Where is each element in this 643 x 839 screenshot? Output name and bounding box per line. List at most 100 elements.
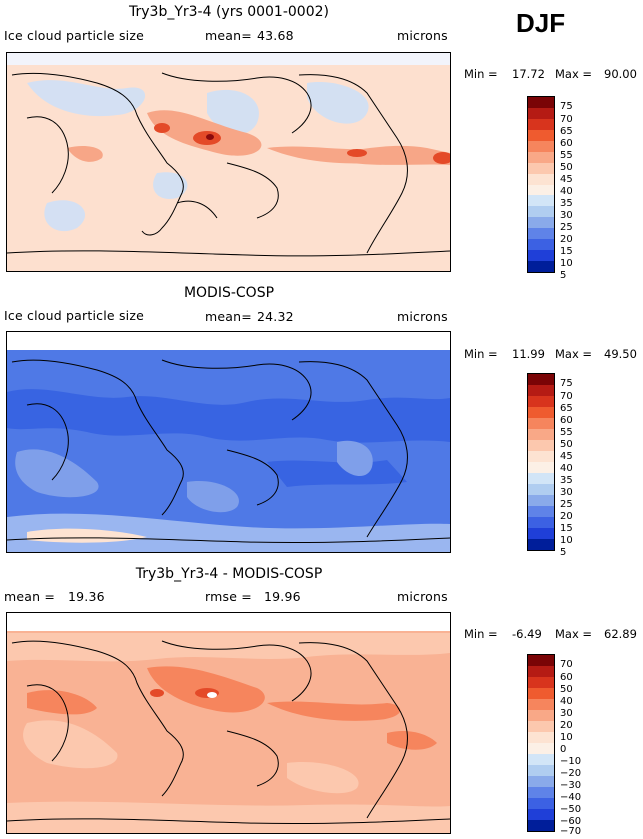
panel-3-colorbar bbox=[527, 654, 555, 832]
panel-2-variable-label: Ice cloud particle size bbox=[4, 308, 145, 323]
colorbar-swatch bbox=[528, 798, 554, 809]
colorbar-swatch bbox=[528, 655, 554, 666]
panel-3-cb-label: 60 bbox=[560, 672, 573, 683]
panel-3-rmse-label: rmse = bbox=[205, 589, 252, 604]
panel-1-cb-label: 20 bbox=[560, 234, 573, 245]
panel-2-min-label: Min = bbox=[464, 347, 498, 361]
panel-1-map bbox=[6, 52, 451, 272]
colorbar-swatch bbox=[528, 418, 554, 429]
panel-2-max-value: 49.50 bbox=[604, 347, 637, 361]
colorbar-swatch bbox=[528, 374, 554, 385]
panel-2-colorbar bbox=[527, 373, 555, 551]
colorbar-swatch bbox=[528, 765, 554, 776]
panel-2-cb-label: 15 bbox=[560, 523, 573, 534]
colorbar-swatch bbox=[528, 666, 554, 677]
panel-2-cb-label: 70 bbox=[560, 391, 573, 402]
panel-1-colorbar bbox=[527, 96, 555, 273]
panel-2-cb-label: 40 bbox=[560, 463, 573, 474]
panel-1-cb-label: 40 bbox=[560, 186, 573, 197]
colorbar-swatch bbox=[528, 462, 554, 473]
colorbar-swatch bbox=[528, 517, 554, 528]
colorbar-swatch bbox=[528, 743, 554, 754]
colorbar-swatch bbox=[528, 162, 554, 174]
colorbar-swatch bbox=[528, 440, 554, 451]
panel-1-cb-label: 35 bbox=[560, 198, 573, 209]
colorbar-swatch bbox=[528, 206, 554, 218]
panel-3-cb-label: 20 bbox=[560, 720, 573, 731]
panel-1-title: Try3b_Yr3-4 (yrs 0001-0002) bbox=[129, 4, 329, 20]
panel-3-cb-label: 0 bbox=[560, 744, 567, 755]
colorbar-swatch bbox=[528, 721, 554, 732]
panel-3-cb-label: −20 bbox=[560, 768, 582, 779]
colorbar-swatch bbox=[528, 396, 554, 407]
colorbar-swatch bbox=[528, 239, 554, 251]
colorbar-swatch bbox=[528, 539, 554, 550]
colorbar-swatch bbox=[528, 385, 554, 396]
panel-1-cb-label: 55 bbox=[560, 150, 573, 161]
panel-3-cb-label: 50 bbox=[560, 684, 573, 695]
panel-2-cb-label: 5 bbox=[560, 547, 567, 558]
panel-3-cb-label: 10 bbox=[560, 732, 573, 743]
panel-3-map bbox=[6, 612, 451, 834]
panel-3-cb-label: −40 bbox=[560, 792, 582, 803]
panel-2-cb-label: 65 bbox=[560, 403, 573, 414]
colorbar-swatch bbox=[528, 261, 554, 272]
panel-1-min-label: Min = bbox=[464, 67, 498, 81]
panel-3-cb-label: 30 bbox=[560, 708, 573, 719]
season-label: DJF bbox=[516, 8, 566, 38]
panel-2-cb-label: 50 bbox=[560, 439, 573, 450]
panel-1-cb-label: 15 bbox=[560, 246, 573, 257]
colorbar-swatch bbox=[528, 688, 554, 699]
colorbar-swatch bbox=[528, 495, 554, 506]
colorbar-swatch bbox=[528, 506, 554, 517]
panel-3-units: microns bbox=[397, 589, 448, 604]
colorbar-swatch bbox=[528, 250, 554, 262]
panel-3-max-value: 62.89 bbox=[604, 627, 637, 641]
panel-3-cb-label: −10 bbox=[560, 756, 582, 767]
colorbar-swatch bbox=[528, 407, 554, 418]
colorbar-swatch bbox=[528, 787, 554, 798]
colorbar-swatch bbox=[528, 820, 554, 831]
colorbar-swatch bbox=[528, 699, 554, 710]
panel-3-cb-label: 70 bbox=[560, 659, 573, 670]
colorbar-swatch bbox=[528, 429, 554, 440]
colorbar-swatch bbox=[528, 710, 554, 721]
colorbar-swatch bbox=[528, 195, 554, 207]
panel-3-mean-value: 19.36 bbox=[68, 589, 105, 604]
panel-2-mean-label: mean= bbox=[205, 309, 252, 324]
panel-2-mean-value: 24.32 bbox=[257, 309, 294, 324]
colorbar-swatch bbox=[528, 140, 554, 152]
panel-1-max-label: Max = bbox=[555, 67, 593, 81]
panel-1-cb-label: 65 bbox=[560, 126, 573, 137]
colorbar-swatch bbox=[528, 451, 554, 462]
colorbar-swatch bbox=[528, 173, 554, 185]
colorbar-swatch bbox=[528, 217, 554, 229]
panel-1-cb-label: 70 bbox=[560, 114, 573, 125]
panel-3-cb-label: −60 bbox=[560, 816, 582, 827]
colorbar-swatch bbox=[528, 484, 554, 495]
panel-3-title: Try3b_Yr3-4 - MODIS-COSP bbox=[135, 566, 323, 582]
panel-3-max-label: Max = bbox=[555, 627, 593, 641]
panel-1-mean-value: 43.68 bbox=[257, 28, 294, 43]
panel-3-min-label: Min = bbox=[464, 627, 498, 641]
panel-1-min-value: 17.72 bbox=[512, 67, 545, 81]
colorbar-swatch bbox=[528, 107, 554, 119]
panel-2-cb-label: 20 bbox=[560, 511, 573, 522]
panel-2-units: microns bbox=[397, 309, 448, 324]
colorbar-swatch bbox=[528, 677, 554, 688]
panel-3-cb-label: −70 bbox=[560, 826, 582, 837]
panel-2-cb-label: 55 bbox=[560, 427, 573, 438]
colorbar-swatch bbox=[528, 473, 554, 484]
panel-3-cb-label: −30 bbox=[560, 780, 582, 791]
panel-1-cb-label: 10 bbox=[560, 258, 573, 269]
panel-1-cb-label: 25 bbox=[560, 222, 573, 233]
colorbar-swatch bbox=[528, 809, 554, 820]
panel-2-cb-label: 25 bbox=[560, 499, 573, 510]
panel-1-cb-label: 45 bbox=[560, 174, 573, 185]
panel-1-mean-label: mean= bbox=[205, 28, 252, 43]
colorbar-swatch bbox=[528, 97, 554, 108]
panel-1-units: microns bbox=[397, 28, 448, 43]
panel-1-cb-label: 30 bbox=[560, 210, 573, 221]
panel-3-min-value: -6.49 bbox=[512, 627, 542, 641]
panel-3-cb-label: 40 bbox=[560, 696, 573, 707]
